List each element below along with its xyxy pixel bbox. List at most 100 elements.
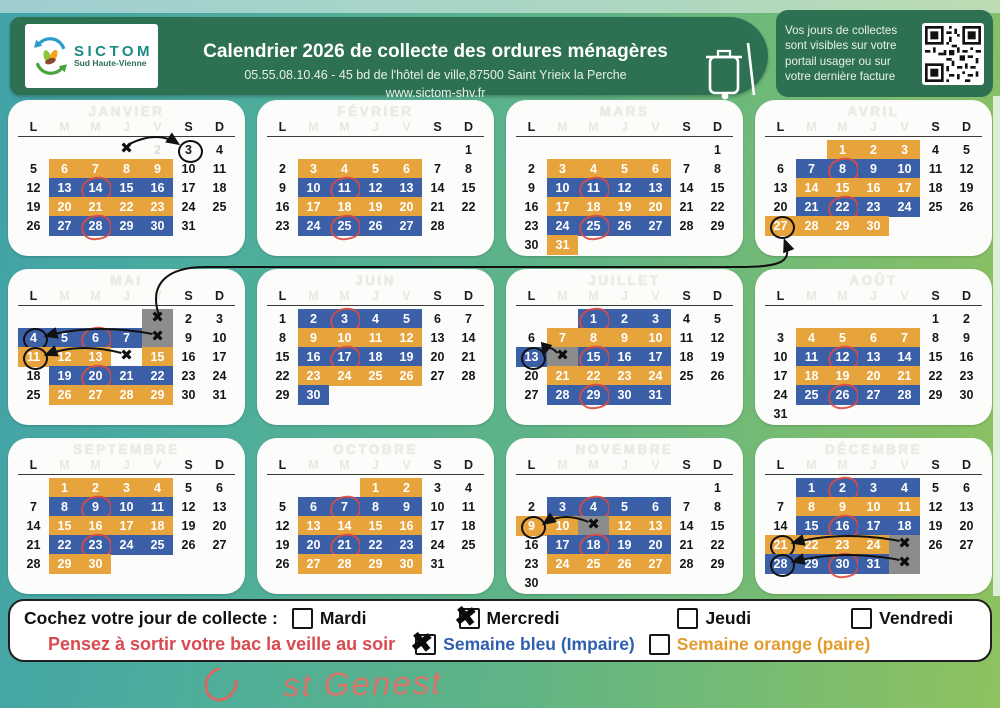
day-cell: 18 xyxy=(928,181,943,195)
day-cell: 15 xyxy=(928,350,943,364)
day-cell: 15 xyxy=(275,350,290,364)
day-cell: 1 xyxy=(714,143,721,157)
checkbox-vendredi[interactable] xyxy=(851,607,873,629)
weekday-header: M xyxy=(806,120,817,134)
day-cell: 6 xyxy=(640,159,671,179)
day-cell: 17 xyxy=(547,197,578,217)
day-cell: 18 xyxy=(796,366,827,386)
day-cell: 10 xyxy=(298,178,329,198)
weekday-header: M xyxy=(90,458,101,472)
day-cell: 20 xyxy=(773,200,788,214)
day-cell: 17 xyxy=(111,516,142,536)
weekday-header: S xyxy=(433,120,442,134)
day-cell xyxy=(671,140,702,160)
day-cell: 2 xyxy=(185,312,192,326)
legend-box: Cochez votre jour de collecte : Mardi Mer… xyxy=(8,599,992,662)
day-cell: 5 xyxy=(827,328,858,348)
checkbox-week-orange[interactable] xyxy=(648,633,670,655)
day-cell xyxy=(329,478,360,498)
day-cell xyxy=(702,385,733,405)
page-title: Calendrier 2026 de collecte des ordures … xyxy=(203,41,668,62)
day-cell: 23 xyxy=(827,535,858,555)
day-cell: 27 xyxy=(430,369,445,383)
weekday-header: D xyxy=(712,458,723,472)
weekday-header: D xyxy=(214,458,225,472)
week-row: 9 10 11 12 13 14 15 xyxy=(267,175,484,204)
day-cell: 3 xyxy=(889,140,920,160)
weekday-header: J xyxy=(123,120,130,134)
weekday-header: S xyxy=(931,120,940,134)
day-cell: 10 xyxy=(430,500,445,514)
day-cell xyxy=(640,573,671,593)
day-cell: 8 xyxy=(578,328,609,348)
day-cell: 7 xyxy=(80,159,111,179)
weekday-header: M xyxy=(806,289,817,303)
day-cell xyxy=(889,216,920,236)
day-cell: 16 xyxy=(858,178,889,198)
day-cell: 23 xyxy=(181,369,196,383)
day-cell: 6 xyxy=(640,497,671,517)
week-row: 16 17 18 19 20 21 22 xyxy=(516,197,733,217)
week-row: 15 16 17 18 19 20 21 xyxy=(267,344,484,373)
day-cell: 17 xyxy=(212,350,227,364)
day-cell: 20 xyxy=(430,350,445,364)
weekday-header: L xyxy=(29,289,38,303)
legend-week-orange: Semaine orange (paire) xyxy=(648,633,870,655)
weekday-header: S xyxy=(682,289,691,303)
week-row: 23 24 25 26 27 28 xyxy=(267,213,484,242)
day-cell: 23 xyxy=(959,369,974,383)
weekday-header: M xyxy=(59,289,70,303)
day-cell: 8 xyxy=(826,156,860,185)
day-cell: 4 xyxy=(683,312,690,326)
day-cell: 7 xyxy=(889,328,920,348)
month-title: MARS xyxy=(599,104,650,119)
day-cell: 8 xyxy=(111,159,142,179)
header-address: 05.55.08.10.46 - 45 bd de l'hôtel de vil… xyxy=(244,68,627,82)
day-cell: 27 xyxy=(640,554,671,574)
week-row: 30 xyxy=(516,573,733,592)
weekday-header: M xyxy=(557,120,568,134)
day-cell: 23 xyxy=(142,197,173,217)
day-cell xyxy=(204,216,235,236)
no-collection-x-mark: ✖ xyxy=(120,347,133,364)
day-cell: 5 xyxy=(714,312,721,326)
checkbox-mercredi[interactable] xyxy=(458,607,480,629)
day-cell: 2 xyxy=(963,312,970,326)
checkbox-mardi[interactable] xyxy=(291,607,313,629)
day-cell xyxy=(329,140,360,160)
day-cell: 9 xyxy=(827,497,858,517)
day-cell: 18 xyxy=(577,532,611,561)
no-collection-x-mark: ✖ xyxy=(151,328,164,345)
day-cell xyxy=(827,309,858,329)
day-cell: 4 xyxy=(932,143,939,157)
day-cell: 14 xyxy=(329,516,360,536)
day-cell: 8 xyxy=(714,500,721,514)
checkbox-jeudi[interactable] xyxy=(677,607,699,629)
day-cell: 23 xyxy=(298,366,329,386)
day-cell: 9 xyxy=(528,181,535,195)
day-cell: 16 xyxy=(524,538,539,552)
checkbox-week-blue[interactable] xyxy=(415,633,437,655)
week-row: 27 28 29 30 xyxy=(765,216,982,239)
day-cell: 17 xyxy=(547,535,578,555)
day-cell: 21 xyxy=(679,200,694,214)
day-cell xyxy=(453,216,484,236)
day-cell: 18 xyxy=(142,516,173,536)
week-row: 9 10 11 12 13 14 15 xyxy=(516,175,733,204)
day-cell: 8 xyxy=(714,162,721,176)
weekday-header: L xyxy=(527,120,536,134)
day-cell: 7 xyxy=(434,162,441,176)
day-cell: 7 xyxy=(111,328,142,348)
day-cell: 15 xyxy=(827,178,858,198)
logo-subtitle: Sud Haute-Vienne xyxy=(73,58,147,69)
weekday-header: M xyxy=(837,289,848,303)
day-cell: 27 xyxy=(765,216,796,239)
day-cell: 25 xyxy=(679,369,694,383)
day-cell: 18 xyxy=(360,347,391,367)
weekday-header: J xyxy=(372,458,379,472)
no-collection-x-mark: ✖ xyxy=(587,516,600,533)
